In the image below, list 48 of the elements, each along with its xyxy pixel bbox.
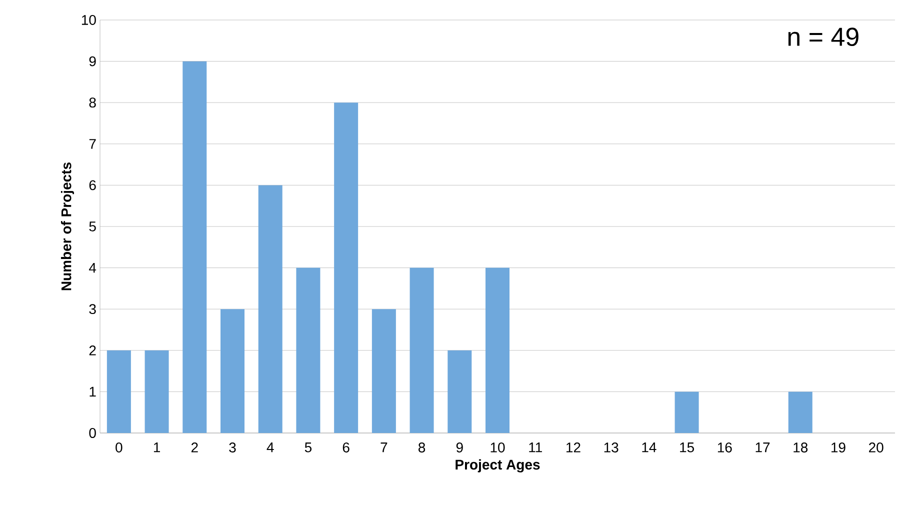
y-tick-label: 4 xyxy=(88,262,96,273)
x-tick-label: 17 xyxy=(756,442,770,452)
y-tick-label: 0 xyxy=(89,428,96,438)
y-tick-label: 9 xyxy=(89,56,96,66)
bar xyxy=(448,350,472,433)
y-tick-label: 2 xyxy=(89,346,96,356)
x-tick-label: 13 xyxy=(604,442,618,452)
bar xyxy=(106,350,131,433)
y-tick-label: 6 xyxy=(89,180,96,190)
x-tick-label: 1 xyxy=(154,442,160,452)
y-tick-label: 5 xyxy=(89,222,96,232)
bar xyxy=(372,309,396,433)
x-tick-label: 2 xyxy=(191,442,198,452)
x-tick-label: 19 xyxy=(832,442,846,452)
y-tick-label: 3 xyxy=(89,304,96,314)
x-tick-label: 6 xyxy=(342,442,350,452)
y-tick-label: 7 xyxy=(89,139,96,149)
bar xyxy=(788,392,812,433)
bar xyxy=(258,185,282,433)
x-tick-label: 7 xyxy=(380,442,388,452)
bar xyxy=(220,309,245,433)
x-tick-label: 16 xyxy=(718,442,732,452)
x-tick-label: 12 xyxy=(566,442,580,452)
x-axis-title: Project Ages xyxy=(456,459,540,472)
x-tick-label: 5 xyxy=(304,442,312,452)
y-tick-label: 8 xyxy=(89,98,96,108)
bar xyxy=(486,268,510,433)
x-tick-label: 15 xyxy=(680,442,694,452)
x-tick-label: 14 xyxy=(642,442,656,452)
bar xyxy=(182,61,207,433)
bar xyxy=(674,392,699,433)
x-tick-label: 0 xyxy=(116,442,122,452)
x-tick-label: 18 xyxy=(794,442,808,452)
x-tick-label: 20 xyxy=(869,442,884,452)
x-tick-label: 4 xyxy=(266,442,274,452)
annotation: n = 49 xyxy=(788,28,858,46)
y-tick-label: 10 xyxy=(82,15,96,25)
x-tick-label: 11 xyxy=(529,442,542,452)
x-tick-label: 3 xyxy=(229,442,236,452)
bar xyxy=(334,102,358,433)
bar xyxy=(144,350,169,433)
x-tick-label: 10 xyxy=(490,442,505,452)
bar xyxy=(296,268,320,433)
x-tick-label: 9 xyxy=(456,442,463,452)
y-axis-title: Number of Projects xyxy=(60,162,74,290)
bar xyxy=(410,268,434,433)
y-tick-label: 1 xyxy=(90,386,96,397)
x-tick-label: 8 xyxy=(418,442,426,452)
